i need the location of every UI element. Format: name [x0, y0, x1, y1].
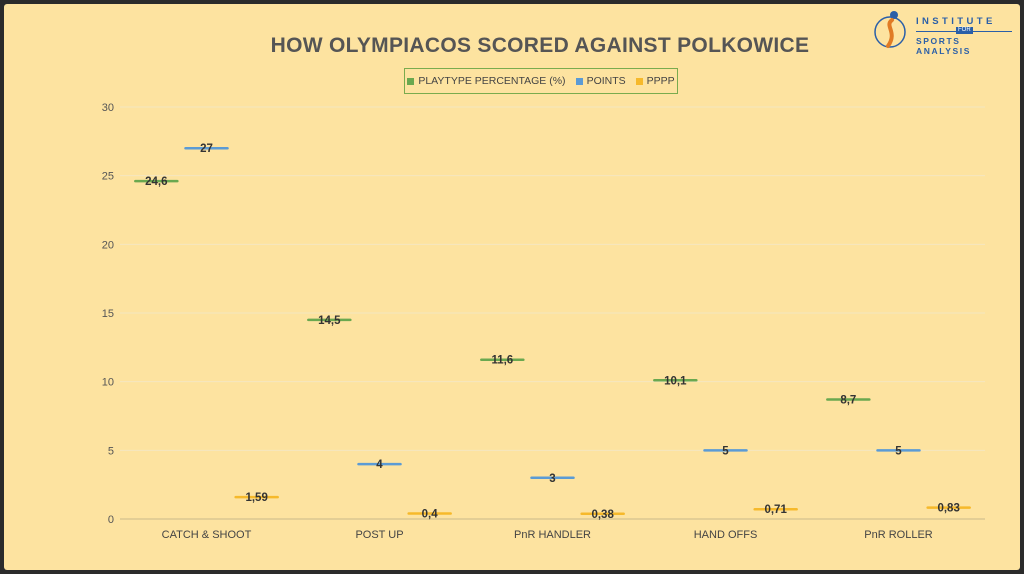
chart-panel	[4, 4, 1020, 570]
legend-swatch-pppp	[635, 77, 643, 85]
y-tick-label: 25	[102, 171, 114, 183]
x-tick-label: CATCH & SHOOT	[162, 529, 252, 541]
legend-swatch-playtype	[407, 77, 415, 85]
legend-label-playtype: PLAYTYPE PERCENTAGE (%)	[418, 75, 566, 87]
data-label: 0,83	[937, 503, 959, 515]
y-tick-label: 15	[102, 308, 114, 320]
data-label: 4	[376, 459, 383, 471]
data-label: 24,6	[145, 176, 167, 188]
logo-emblem-icon	[874, 11, 906, 48]
data-label: 5	[722, 445, 729, 457]
x-tick-label: HAND OFFS	[694, 529, 758, 541]
data-label: 1,59	[245, 492, 267, 504]
x-tick-label: PnR ROLLER	[864, 529, 933, 541]
logo-text-institute: INSTITUTE	[916, 16, 996, 27]
data-label: 0,38	[591, 509, 614, 521]
institute-logo: INSTITUTE FOR SPORTS ANALYSIS	[872, 6, 1014, 56]
data-label: 27	[200, 143, 213, 155]
legend-item-points: POINTS	[575, 75, 626, 87]
data-label: 3	[549, 473, 555, 485]
data-label: 8,7	[840, 395, 856, 407]
data-label: 10,1	[664, 375, 687, 387]
x-tick-label: PnR HANDLER	[514, 529, 591, 541]
y-tick-label: 20	[102, 239, 114, 251]
data-label: 5	[895, 445, 902, 457]
y-tick-label: 10	[102, 377, 114, 389]
chart-legend: PLAYTYPE PERCENTAGE (%) POINTS PPPP	[404, 68, 678, 94]
chart-title: HOW OLYMPIACOS SCORED AGAINST POLKOWICE	[270, 34, 810, 57]
legend-label-points: POINTS	[586, 75, 626, 87]
legend-label-pppp: PPPP	[646, 75, 675, 87]
logo-text-sports-analysis: SPORTS ANALYSIS	[916, 36, 971, 56]
y-tick-label: 30	[102, 102, 114, 114]
data-label: 0,4	[422, 509, 439, 521]
legend-swatch-points	[575, 77, 583, 85]
y-tick-label: 0	[108, 514, 114, 526]
data-label: 14,5	[318, 315, 341, 327]
logo-text-for: FOR	[956, 27, 973, 34]
y-tick-label: 5	[108, 445, 114, 457]
legend-item-pppp: PPPP	[635, 75, 675, 87]
x-tick-label: POST UP	[355, 529, 403, 541]
data-label: 11,6	[491, 355, 513, 367]
legend-item-playtype: PLAYTYPE PERCENTAGE (%)	[407, 75, 566, 87]
data-label: 0,71	[764, 504, 787, 516]
